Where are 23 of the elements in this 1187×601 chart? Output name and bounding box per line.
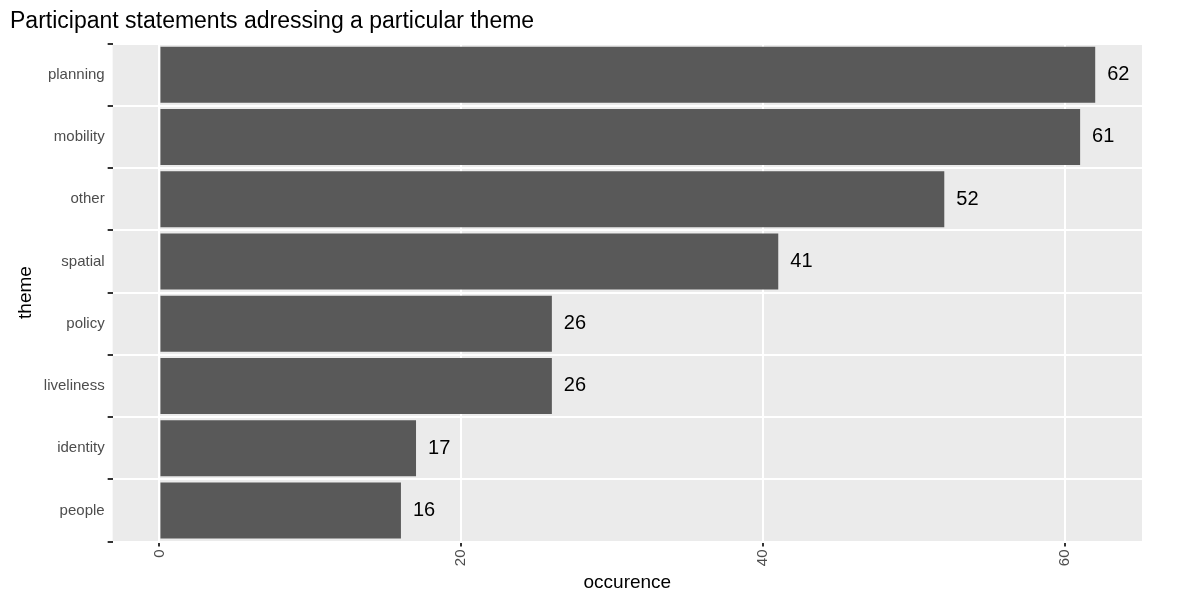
data-label: 26 — [563, 373, 587, 396]
data-label: 52 — [956, 186, 979, 209]
data-label: 41 — [790, 248, 813, 271]
x-tick-label: 40 — [753, 549, 771, 567]
y-tick-label: mobility — [53, 127, 106, 145]
y-tick-label: spatial — [61, 251, 105, 269]
data-label: 17 — [428, 435, 451, 458]
y-tick-label: people — [59, 500, 105, 518]
data-label: 16 — [412, 497, 436, 520]
y-tick-label: policy — [66, 313, 106, 331]
data-label: 26 — [563, 311, 587, 334]
y-tick-label: planning — [47, 64, 105, 82]
y-tick-label: identity — [57, 438, 106, 456]
x-tick-label: 20 — [451, 549, 469, 567]
y-tick-label: liveliness — [43, 376, 105, 394]
data-label: 62 — [1107, 62, 1130, 85]
y-axis-title: theme — [13, 266, 35, 319]
x-axis-title: occurence — [583, 570, 672, 592]
data-label: 61 — [1092, 124, 1115, 147]
chart-title: Participant statements adressing a particular theme — [10, 7, 535, 34]
x-tick-label: 60 — [1055, 549, 1073, 567]
x-tick-label: 0 — [149, 549, 167, 558]
y-tick-label: other — [70, 189, 105, 207]
